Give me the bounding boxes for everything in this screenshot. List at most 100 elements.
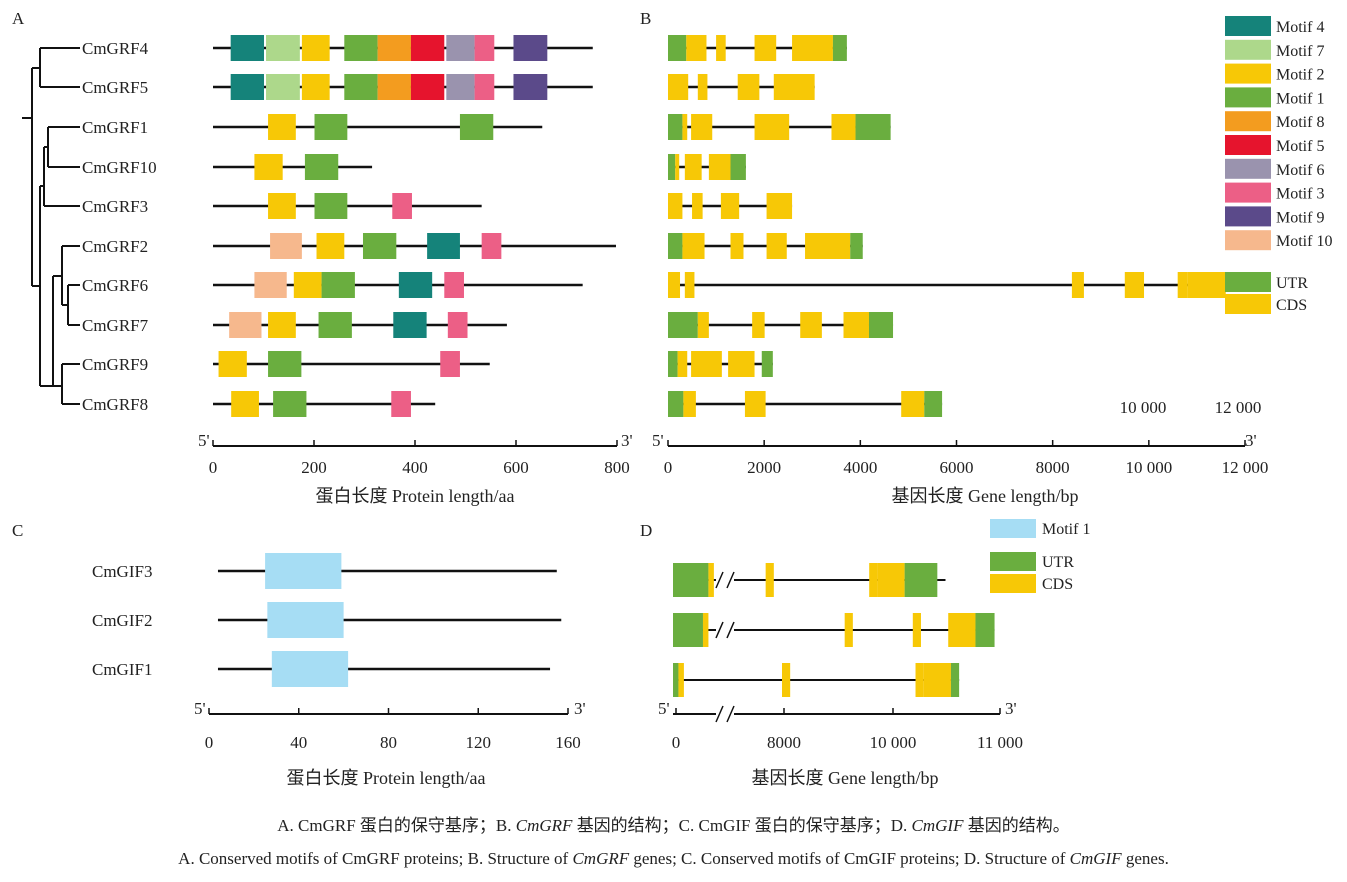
axis-tick-label: 10 000 [1125,458,1172,477]
cds-block [844,613,853,647]
motif-block [459,114,494,140]
utr-block [924,391,943,417]
axis-end-3: 3' [574,699,586,718]
cds-block [923,663,951,697]
gene-label: CmGRF5 [82,78,148,97]
motif-block [344,35,378,61]
axis-end-3: 3' [1245,431,1257,450]
axis-break-mark [715,705,724,723]
cds-block [831,114,856,140]
motif-block [318,312,352,338]
cds-block [901,391,925,417]
caption-italic-part: CmGIF [911,816,964,835]
cds-block [677,351,688,377]
motif-block [301,74,330,100]
gene-label: CmGRF4 [82,39,149,58]
axis-tick-label: 8000 [1036,458,1070,477]
cds-block [720,193,740,219]
motif-block [265,553,342,589]
axis-title: 基因长度 Gene length/bp [892,486,1079,506]
axis-tick-label: 40 [290,733,307,752]
motif-block [444,272,464,298]
axis-tick-label: 120 [466,733,492,752]
axis-tick-label: 200 [301,458,327,477]
caption-part: genes; C. Conserved motifs of CmGIF prot… [629,849,1070,868]
legend-swatch [1225,16,1271,36]
cds-block [752,312,765,338]
axis-tick-label: 8000 [767,733,801,752]
cds-block [675,154,680,180]
cds-block [754,35,777,61]
axis-break-mark [726,705,735,723]
utr-block [761,351,773,377]
panel-c: C CmGIF3 CmGIF2 CmGIF1 5' 3' 0 40 80 120 160 蛋白长度 P… [12,521,586,788]
motif-block [266,74,300,100]
motif-block [398,272,433,298]
motif-block [254,154,283,180]
panel-label-b: B [640,9,651,28]
legend-label: Motif 5 [1276,138,1324,155]
panel-d: D 5' 3' 0 8000 10 000 11 000 基因长度 Gene length/b… [640,521,1023,788]
legend-swatch [1225,182,1271,203]
cds-block [668,193,683,219]
motif-block [427,233,460,259]
cds-block [754,114,790,140]
legend: Motif 4 Motif 7 Motif 2 Motif 1 Motif 8 Motif… [990,16,1332,593]
legend-swatch [1225,206,1271,227]
cds-block [782,663,791,697]
panel-a: A CmGRF4 CmGRF5 CmGRF1 CmGRF10 CmGRF3 CmGRF2 Cm… [12,9,633,506]
caption-part: 基因的结构。 [963,816,1070,835]
cds-block [697,312,709,338]
cds-block [766,233,787,259]
motif-block [392,193,412,219]
utr-block [975,613,995,647]
cds-block [684,154,702,180]
motif-block [344,74,378,100]
legend-label: Motif 6 [1276,162,1324,179]
motif-block [268,312,296,338]
legend-label: Motif 7 [1276,43,1324,60]
legend-label: Motif 2 [1276,67,1324,84]
cds-block [686,35,707,61]
legend-swatch [1225,111,1271,132]
motif-block [447,312,468,338]
utr-block [668,391,684,417]
axis-tick-label: 160 [555,733,581,752]
motif-block [513,74,548,100]
motif-block [393,312,427,338]
axis-title: 基因长度 Gene length/bp [752,768,939,788]
cds-block [708,154,731,180]
cds-block [682,114,688,140]
motif-block [301,35,330,61]
legend-swatch [1225,87,1271,108]
cds-block [678,663,684,697]
utr-block [673,613,703,647]
cds-block [682,233,705,259]
motif-block [268,351,302,377]
cds-block [716,35,726,61]
motif-block [314,114,348,140]
utr-block [668,114,683,140]
legend-label: Motif 9 [1276,209,1324,226]
cds-block [766,193,793,219]
cds-block [692,193,703,219]
gene-label: CmGIF3 [92,562,152,581]
legend-label: Motif 10 [1276,233,1332,250]
caption-english: A. Conserved motifs of CmGRF proteins; B… [0,849,1347,869]
motif-block [362,233,397,259]
motif-block [266,35,300,61]
utr-block [668,312,698,338]
cds-block [684,272,695,298]
cds-block [702,613,709,647]
legend-label: Motif 4 [1276,19,1324,36]
axis-end-5: 5' [194,699,206,718]
legend-label: Motif 8 [1276,114,1324,131]
gene-label: CmGRF6 [82,276,148,295]
legend-swatch [1225,158,1271,179]
utr-block [668,233,683,259]
cds-block [668,272,681,298]
axis-tick-label: 0 [205,733,214,752]
cds-block [869,563,878,597]
utr-block [868,312,894,338]
cds-block [691,351,722,377]
